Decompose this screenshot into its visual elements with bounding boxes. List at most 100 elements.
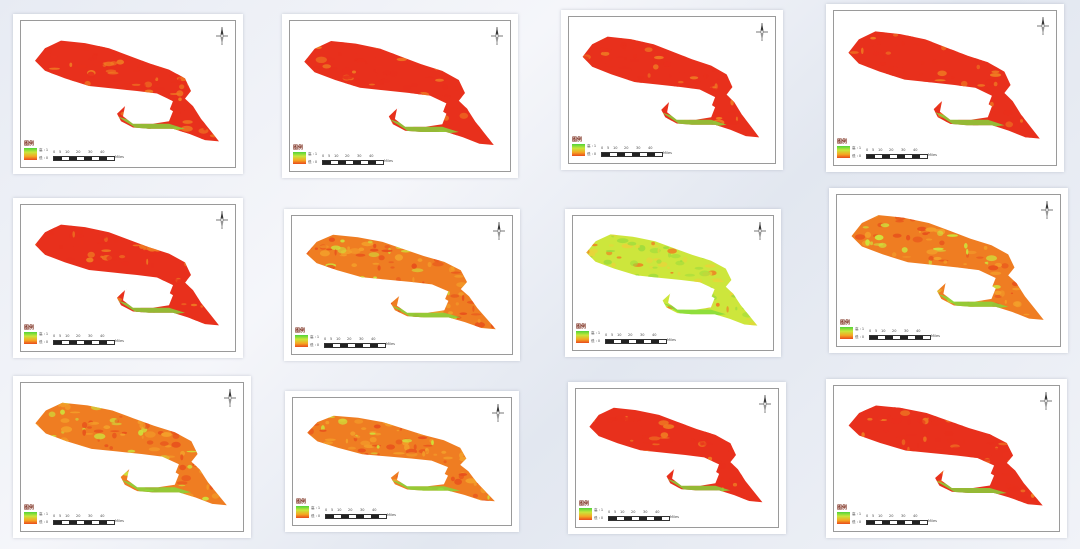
scale-segments [325,514,387,519]
legend: 图例 高 : 1 低 : 0 [24,325,64,344]
legend-color-ramp [296,506,309,518]
map-frame [20,204,236,352]
scale-ticks: 0 5 10 20 30 40 [53,150,113,155]
scale-ticks: 0 5 10 20 30 40 [866,514,926,519]
scale-unit: Miles [386,342,395,346]
scale-tick: 20 [76,514,81,518]
scale-tick: 10 [878,514,883,518]
scale-tick: 0 [869,329,872,333]
legend-title: 图例 [24,141,35,147]
scale-segments [53,340,115,345]
north-arrow-icon [216,27,228,45]
scale-tick: 0 [53,334,56,338]
map-5: 图例 高 : 1 低 : 0 0 5 10 20 30 40 Miles [13,198,243,358]
legend: 图例 高 : 1 低 : 0 [579,501,619,520]
map-frame [575,388,779,528]
legend-high-label: 高 : 1 [852,146,862,150]
legend: 图例 高 : 1 低 : 0 [24,141,64,160]
north-arrow-icon [759,395,771,413]
scale-tick: 40 [371,337,376,341]
scale-ticks: 0 5 10 20 30 40 [601,146,661,151]
scale-segments [605,339,667,344]
scale-tick: 30 [640,333,645,337]
scale-tick: 10 [65,150,70,154]
scale-tick: 30 [88,514,93,518]
legend-low-label: 低 : 0 [39,340,49,344]
scale-tick: 30 [360,508,365,512]
legend-low-label: 低 : 0 [855,335,865,339]
scale-tick: 10 [65,514,70,518]
region-map [586,234,758,326]
scale-tick: 5 [328,154,331,158]
scale-tick: 20 [345,154,350,158]
scale-tick: 5 [331,508,334,512]
scale-bar: 0 5 10 20 30 40 Miles [866,148,946,160]
legend-color-ramp [293,152,306,164]
scale-tick: 0 [608,510,611,514]
scale-bar: 0 5 10 20 30 40 Miles [53,514,133,526]
scale-bar: 0 5 10 20 30 40 Miles [324,337,404,349]
map-frame [572,215,774,351]
region-map [35,40,219,142]
region-map [848,405,1043,506]
scale-ticks: 0 5 10 20 30 40 [869,329,929,334]
scale-tick: 5 [611,333,614,337]
scale-tick: 0 [325,508,328,512]
scale-tick: 10 [881,329,886,333]
north-arrow-icon [224,389,236,407]
scale-tick: 10 [613,146,618,150]
scale-tick: 0 [53,150,56,154]
scale-tick: 40 [655,510,660,514]
scale-tick: 0 [605,333,608,337]
legend-title: 图例 [24,325,35,331]
map-9: 图例 高 : 1 低 : 0 0 5 10 20 30 40 Miles [13,376,251,538]
legend-title: 图例 [24,505,35,511]
scale-tick: 30 [357,154,362,158]
scale-tick: 40 [100,150,105,154]
legend-low-label: 低 : 0 [587,152,597,156]
scale-unit: Miles [384,159,393,163]
scale-tick: 30 [88,150,93,154]
legend-color-ramp [837,512,850,524]
scale-segments [608,516,670,521]
scale-tick: 5 [614,510,617,514]
legend-high-label: 高 : 1 [311,506,321,510]
scale-tick: 20 [892,329,897,333]
scale-tick: 20 [348,508,353,512]
legend-high-label: 高 : 1 [852,512,862,516]
scale-tick: 20 [76,150,81,154]
map-12: 图例 高 : 1 低 : 0 0 5 10 20 30 40 Miles [826,379,1067,538]
scale-tick: 10 [337,508,342,512]
scale-segments [324,343,386,348]
scale-tick: 5 [872,148,875,152]
region-map [851,215,1044,320]
north-arrow-icon [754,222,766,240]
scale-segments [866,154,928,159]
scale-bar: 0 5 10 20 30 40 Miles [322,154,402,166]
legend-high-label: 高 : 1 [855,327,865,331]
scale-segments [869,335,931,340]
legend-title: 图例 [837,139,848,145]
scale-tick: 30 [901,148,906,152]
legend-title: 图例 [837,505,848,511]
scale-tick: 40 [913,514,918,518]
legend-title: 图例 [572,137,583,143]
region-map [35,224,219,326]
scale-tick: 30 [904,329,909,333]
scale-bar: 0 5 10 20 30 40 Miles [608,510,688,522]
scale-unit: Miles [931,334,940,338]
scale-tick: 40 [369,154,374,158]
region-map [307,415,495,502]
map-10: 图例 高 : 1 低 : 0 0 5 10 20 30 40 Miles [285,391,519,532]
scale-tick: 0 [322,154,325,158]
legend: 图例 高 : 1 低 : 0 [837,505,877,524]
map-4: 图例 高 : 1 低 : 0 0 5 10 20 30 40 Miles [826,4,1064,172]
legend-low-label: 低 : 0 [310,343,320,347]
scale-tick: 20 [889,514,894,518]
scale-tick: 30 [643,510,648,514]
legend-title: 图例 [295,328,306,334]
legend-low-label: 低 : 0 [39,520,49,524]
region-map [35,402,227,506]
scale-segments [53,156,115,161]
map-11: 图例 高 : 1 低 : 0 0 5 10 20 30 40 Miles [568,382,786,534]
